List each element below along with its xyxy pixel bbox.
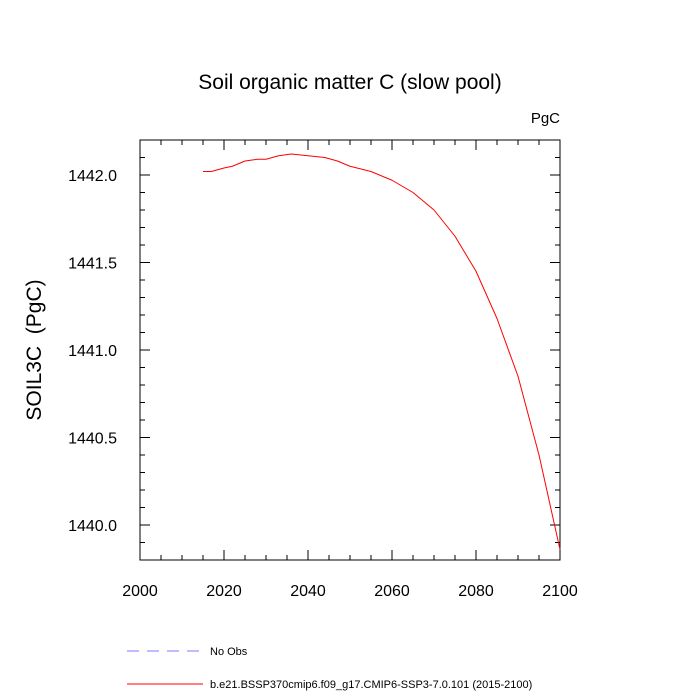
legend: No Obs b.e21.BSSP370cmip6.f09_g17.CMIP6-S… [127, 646, 532, 691]
x-tick-label: 2080 [458, 583, 494, 600]
y-tick-label: 1441.5 [68, 256, 117, 273]
y-tick-label: 1441.0 [68, 343, 117, 360]
y-tick-label: 1440.0 [68, 518, 117, 535]
axis-tick-labels: 2000 2020 2040 2060 2080 2100 1440.0 1440.5 1441… [68, 168, 578, 600]
y-axis-label: SOIL3C (PgC) [23, 279, 46, 420]
y-tick-label: 1442.0 [68, 168, 117, 185]
y-tick-label: 1440.5 [68, 431, 117, 448]
plot-frame [139, 139, 561, 561]
x-tick-label: 2040 [290, 583, 326, 600]
x-tick-label: 2100 [542, 583, 578, 600]
legend-label: b.e21.BSSP370cmip6.f09_g17.CMIP6-SSP3-7.… [210, 679, 532, 691]
x-tick-label: 2000 [122, 583, 158, 600]
units-label: PgC [531, 110, 560, 127]
chart-title: Soil organic matter C (slow pool) [198, 71, 501, 94]
axis-ticks [139, 139, 561, 561]
x-tick-label: 2020 [206, 583, 242, 600]
series-line [203, 153, 561, 550]
x-tick-label: 2060 [374, 583, 410, 600]
legend-label: No Obs [210, 646, 248, 658]
data-series [203, 153, 561, 550]
